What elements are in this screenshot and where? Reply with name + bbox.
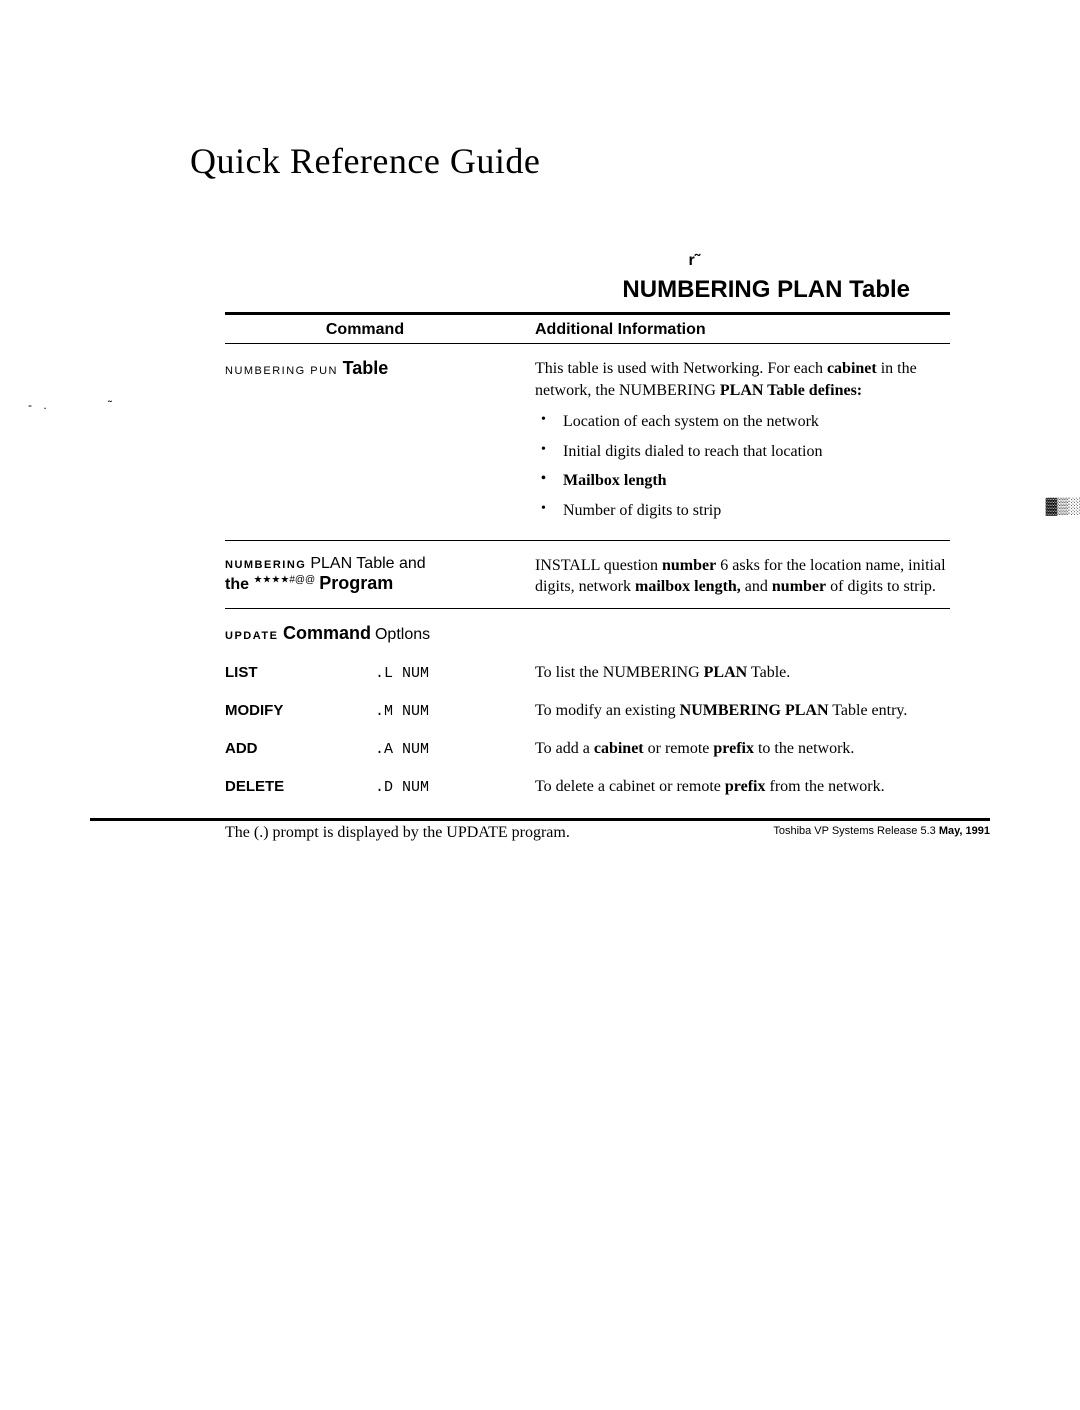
r2-desc-b3: number [772, 578, 826, 595]
section-title-pre: NUMBERING [622, 276, 777, 303]
opt-delete-desc-pre: To delete a cabinet or remote [535, 778, 725, 795]
opt-delete-desc: To delete a cabinet or remote prefix fro… [505, 778, 950, 796]
cmdopt-tail: Optlons [375, 626, 430, 643]
opt-modify-desc-post: Table entry. [829, 702, 908, 719]
r1-left-sc: NUMBERING PUN [225, 365, 343, 377]
r1-desc-b1: cabinet [827, 360, 877, 377]
r2-left-pl1: PLAN Table and [310, 555, 425, 572]
opt-list-desc-b: PLAN [704, 664, 748, 681]
r2-desc-post: of digits to strip. [826, 578, 936, 595]
opt-add-desc-post: to the network. [754, 740, 854, 757]
edge-scan-noise: ▓▒░ [1046, 498, 1080, 516]
section-title-post: Table [842, 276, 910, 303]
opt-list-desc: To list the NUMBERING PLAN Table. [505, 664, 950, 682]
opt-add-name: ADD [225, 740, 375, 757]
footer-rule [90, 818, 990, 821]
header-info: Additional Information [505, 321, 950, 339]
row-numbering-plan-and-program: NUMBERING PLAN Table and the ★★★★#@@ Pro… [225, 541, 950, 608]
opt-modify-desc-pre: To modify an existing [535, 702, 680, 719]
opt-add-desc-b2: prefix [713, 740, 754, 757]
r2-left-bold2: Program [319, 573, 393, 593]
r1-bullet-3: Mailbox length [535, 470, 950, 492]
opt-list-name: LIST [225, 664, 375, 681]
header-command: Command [225, 321, 505, 339]
opt-delete-desc-b: prefix [725, 778, 766, 795]
opt-add-desc-pre: To add a [535, 740, 594, 757]
opt-delete-name: DELETE [225, 778, 375, 795]
margin-dots: - . [28, 398, 51, 412]
section-title-mid: PLAN [777, 276, 842, 303]
opt-modify-code: .M NUM [375, 703, 505, 720]
opt-add-desc-mid: or remote [644, 740, 714, 757]
opt-delete-code: .D NUM [375, 779, 505, 796]
opt-list-desc-post: Table. [747, 664, 790, 681]
opt-list-code: .L NUM [375, 665, 505, 682]
opt-delete: DELETE .D NUM To delete a cabinet or rem… [225, 768, 950, 806]
row-numbering-pun-table: NUMBERING PUN Table This table is used w… [225, 344, 950, 540]
opt-list-desc-pre: To list the NUMBERING [535, 664, 704, 681]
column-headers: Command Additional Information [225, 315, 950, 343]
opt-add-code: .A NUM [375, 741, 505, 758]
opt-list: LIST .L NUM To list the NUMBERING PLAN T… [225, 654, 950, 692]
r1-left-bold: Table [343, 358, 389, 378]
r2-desc-b2: mailbox length, [635, 578, 741, 595]
opt-add-desc-b: cabinet [594, 740, 644, 757]
update-command-options-heading: UPDATE Command Optlons [225, 609, 950, 654]
footer: Toshiba VP Systems Release 5.3 May, 1991 [90, 818, 990, 837]
r2-left-bold1: the [225, 576, 253, 593]
r1-bullet-1: Location of each system on the network [535, 411, 950, 433]
r2-left-sc1: NUMBERING [225, 559, 306, 571]
r1-bullet-4: Number of digits to strip [535, 500, 950, 522]
r2-desc-mid2: and [741, 578, 772, 595]
opt-modify-desc: To modify an existing NUMBERING PLAN Tab… [505, 702, 950, 720]
opt-modify-name: MODIFY [225, 702, 375, 719]
r2-desc-b1: number [662, 557, 716, 574]
footer-text-bold: May, 1991 [939, 825, 990, 837]
cmdopt-sc: UPDATE [225, 630, 283, 642]
opt-add: ADD .A NUM To add a cabinet or remote pr… [225, 730, 950, 768]
cmdopt-bold: Command [283, 623, 371, 643]
r1-desc-pre: This table is used with Networking. For … [535, 360, 827, 377]
r2-desc-pre: INSTALL question [535, 557, 662, 574]
r1-bullet-2: Initial digits dialed to reach that loca… [535, 441, 950, 463]
footer-text-pre: Toshiba VP Systems Release 5.3 [773, 825, 939, 837]
margin-tick: ˜ [108, 398, 112, 412]
section-title: NUMBERING PLAN Table [622, 276, 910, 303]
r2-left-glitch: ★★★★#@@ [253, 574, 315, 585]
opt-add-desc: To add a cabinet or remote prefix to the… [505, 740, 950, 758]
opt-delete-desc-post: from the network. [766, 778, 885, 795]
r1-desc-b2: PLAN Table defines: [720, 382, 862, 399]
opt-modify: MODIFY .M NUM To modify an existing NUMB… [225, 692, 950, 730]
opt-modify-desc-b: NUMBERING PLAN [680, 702, 829, 719]
stray-mark: r˜ [688, 252, 700, 270]
page-title: Quick Reference Guide [190, 140, 990, 182]
